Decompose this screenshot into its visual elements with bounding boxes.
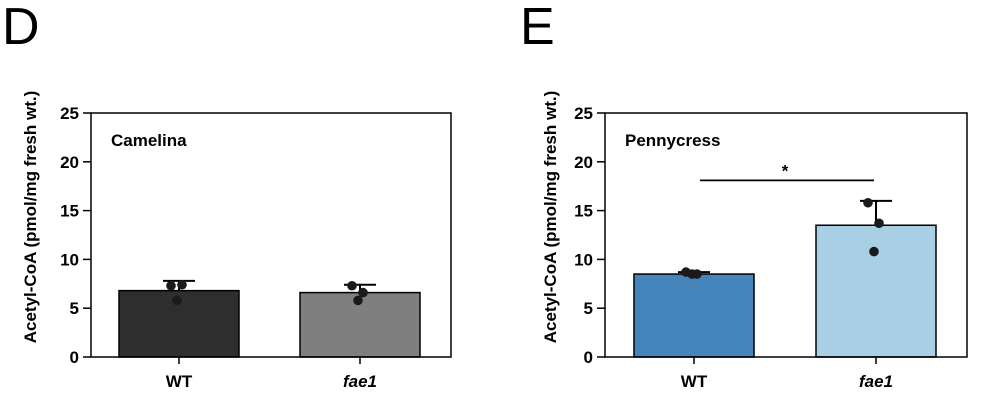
- y-tick-label: 25: [60, 104, 79, 123]
- data-point: [863, 197, 873, 208]
- y-tick-label: 5: [584, 299, 593, 318]
- y-tick-label: 25: [574, 104, 593, 123]
- data-point: [874, 218, 884, 229]
- y-tick-label: 5: [70, 299, 79, 318]
- plot-frame: [604, 112, 968, 358]
- y-tick-label: 0: [70, 348, 79, 367]
- y-tick-label: 0: [584, 348, 593, 367]
- y-axis-title: Acetyl-CoA (pmol/mg fresh wt.): [21, 91, 40, 344]
- x-category-label: WT: [681, 372, 708, 391]
- data-point: [869, 246, 879, 257]
- x-category-label: fae1: [859, 372, 893, 391]
- data-point: [177, 279, 187, 290]
- significance-star: *: [782, 161, 789, 180]
- data-point: [172, 295, 182, 306]
- y-tick-label: 20: [574, 153, 593, 172]
- panel-letter: E: [520, 0, 555, 56]
- y-tick-label: 10: [574, 250, 593, 269]
- panel-letter: D: [2, 0, 40, 56]
- bar-fae1: [815, 224, 937, 358]
- data-point: [166, 280, 176, 291]
- y-tick-label: 20: [60, 153, 79, 172]
- x-category-label: fae1: [343, 372, 377, 391]
- chart-title: Camelina: [111, 131, 187, 150]
- panel-e: E 0 5 10 15 20 25 WT fae1 Pennycress Acetyl-CoA (p…: [520, 0, 968, 391]
- y-tick-label: 15: [60, 202, 79, 221]
- x-category-label: WT: [166, 372, 193, 391]
- data-point: [353, 295, 363, 306]
- data-point: [358, 287, 368, 298]
- data-point: [687, 269, 697, 279]
- plot-frame: [90, 112, 452, 358]
- data-point: [347, 280, 357, 291]
- panel-d: D 0 5 10 15 20 25 WT fae1 Camelina Acetyl-CoA (pmo…: [2, 0, 452, 391]
- bar-wt: [633, 273, 755, 358]
- y-axis-title: Acetyl-CoA (pmol/mg fresh wt.): [541, 91, 560, 344]
- y-tick-label: 10: [60, 250, 79, 269]
- y-tick-label: 15: [574, 202, 593, 221]
- chart-title: Pennycress: [625, 131, 720, 150]
